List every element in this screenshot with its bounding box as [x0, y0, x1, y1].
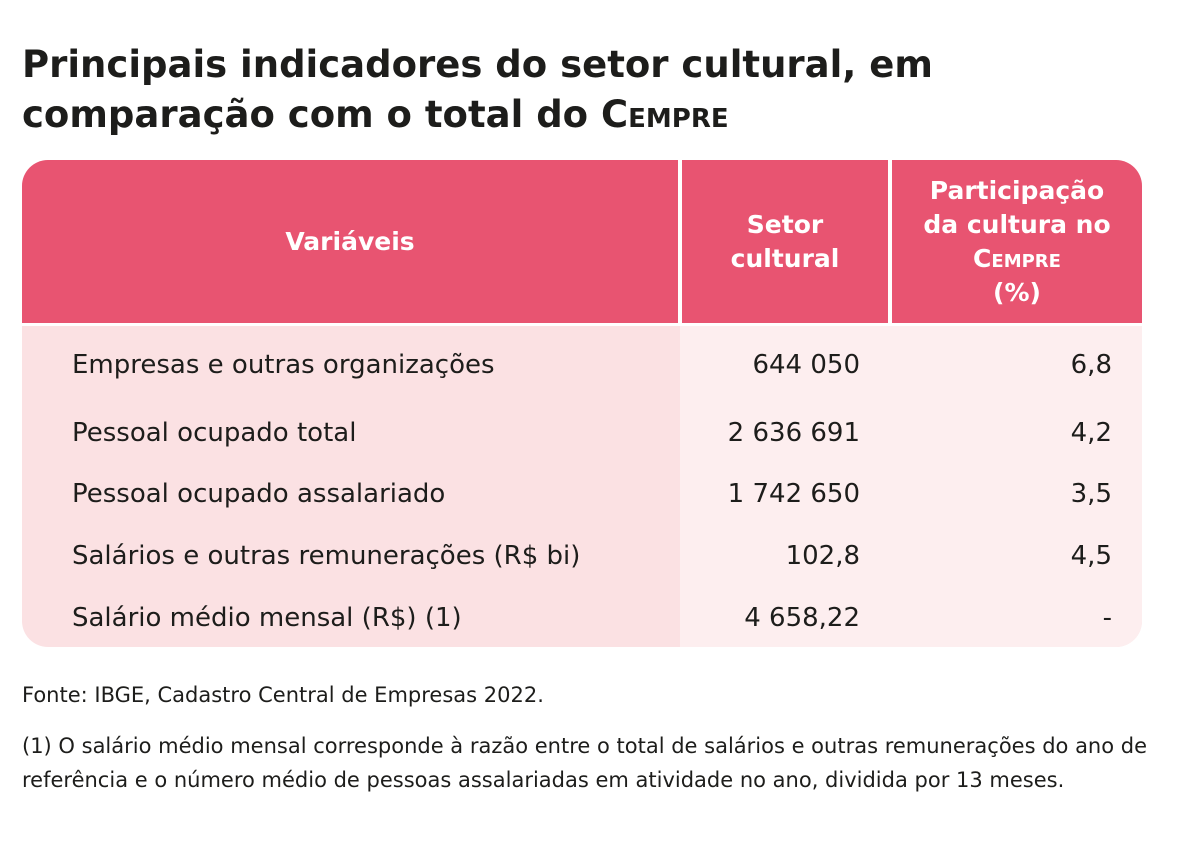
row-value: 4 658,22: [744, 603, 860, 633]
row-variable: Salários e outras remunerações (R$ bi): [72, 541, 581, 571]
header-divider: [888, 160, 892, 323]
row-variable: Empresas e outras organizações: [72, 350, 495, 380]
row-share: 3,5: [1070, 479, 1112, 509]
title-text: Principais indicadores do setor cultural…: [22, 43, 933, 136]
indicators-table: Variáveis Setor cultural Participação da…: [22, 160, 1142, 647]
header-part-line2: da cultura no: [923, 209, 1111, 239]
row-share: 6,8: [1070, 350, 1112, 380]
header-participacao: Participação da cultura no Cempre (%): [892, 160, 1142, 323]
header-setor-line1: Setor: [746, 209, 824, 239]
row-value: 644 050: [752, 350, 860, 380]
row-value: 2 636 691: [727, 418, 860, 448]
source-note: Fonte: IBGE, Cadastro Central de Empresa…: [22, 683, 544, 707]
row-value: 102,8: [785, 541, 860, 571]
header-part-suffix: (%): [993, 277, 1041, 307]
table-row: Pessoal ocupado total 2 636 691 4,2: [22, 413, 1142, 453]
header-separator: [22, 323, 1142, 326]
row-value: 1 742 650: [727, 479, 860, 509]
header-variaveis-label: Variáveis: [285, 226, 415, 256]
table-row: Salários e outras remunerações (R$ bi) 1…: [22, 536, 1142, 576]
page-title: Principais indicadores do setor cultural…: [22, 40, 1122, 140]
header-part-line3: Cempre (%): [923, 242, 1110, 310]
header-setor-cultural: Setor cultural: [682, 160, 888, 323]
row-variable: Pessoal ocupado total: [72, 418, 357, 448]
row-variable: Salário médio mensal (R$) (1): [72, 603, 462, 633]
row-share: 4,5: [1070, 541, 1112, 571]
table-row: Pessoal ocupado assalariado 1 742 650 3,…: [22, 474, 1142, 514]
header-variaveis: Variáveis: [22, 160, 678, 323]
footnote: (1) O salário médio mensal corresponde à…: [22, 734, 1148, 792]
title-brand: Cempre: [600, 93, 729, 136]
table-header: Variáveis Setor cultural Participação da…: [22, 160, 1142, 323]
header-part-line1: Participação: [929, 175, 1105, 205]
row-variable: Pessoal ocupado assalariado: [72, 479, 446, 509]
values-column-background: [680, 326, 1142, 647]
table-row: Salário médio mensal (R$) (1) 4 658,22 -: [22, 598, 1142, 638]
table-row: Empresas e outras organizações 644 050 6…: [22, 345, 1142, 385]
header-divider: [678, 160, 682, 323]
header-setor-line2: cultural: [730, 243, 840, 273]
row-share: -: [1102, 603, 1112, 633]
row-share: 4,2: [1070, 418, 1112, 448]
header-part-brand: Cempre: [973, 243, 1061, 273]
